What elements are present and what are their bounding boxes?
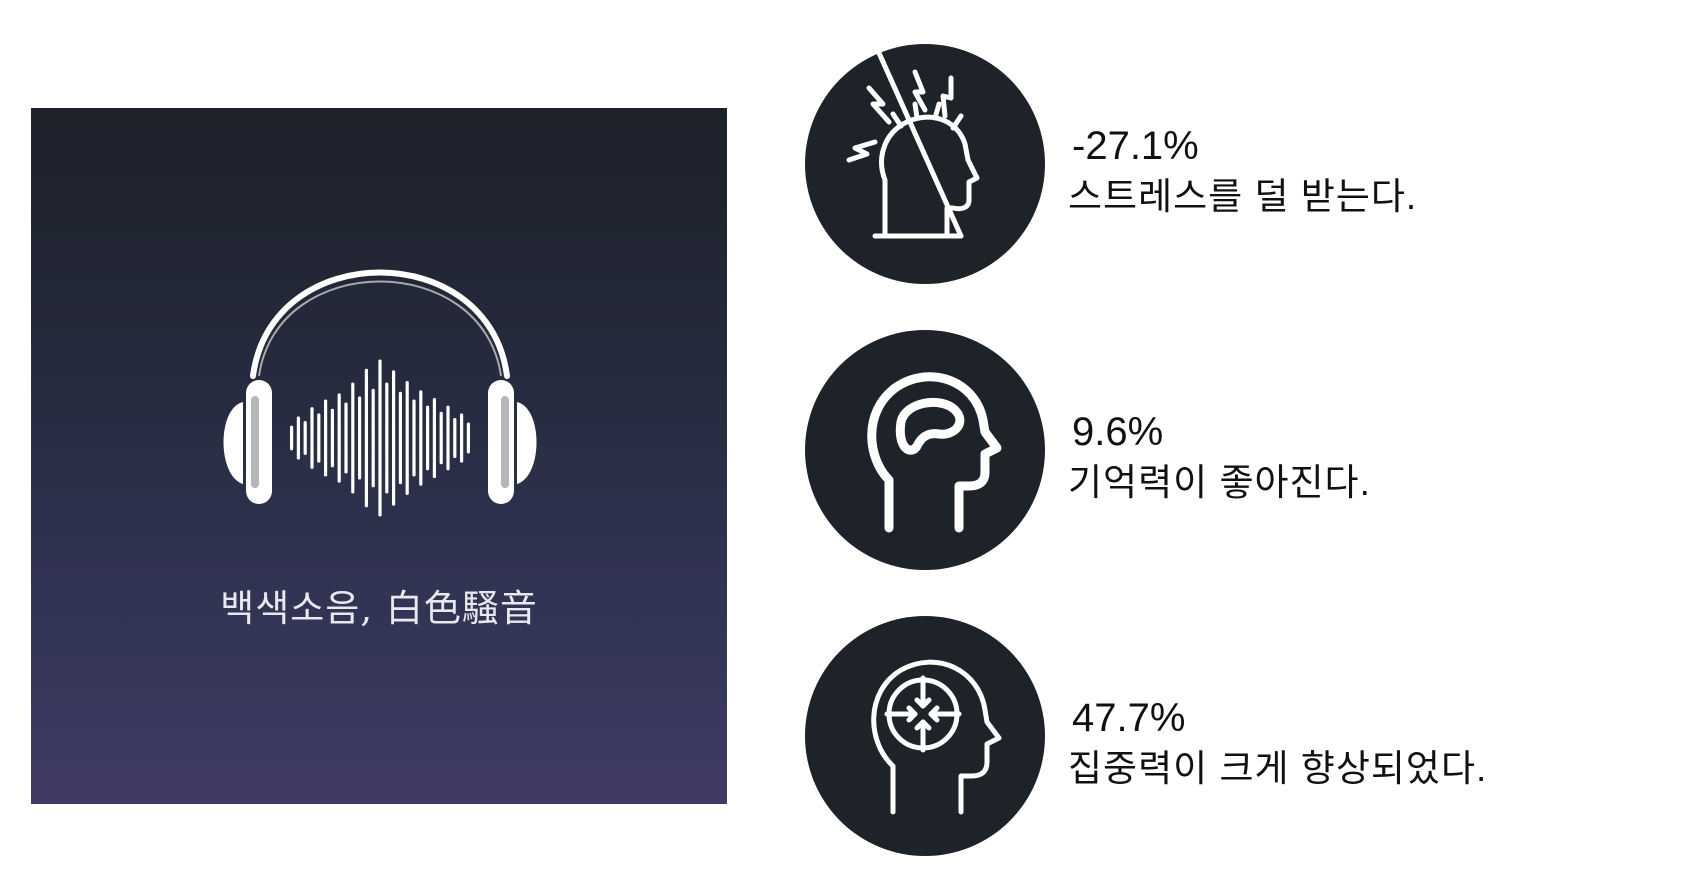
headphones-soundwave-icon xyxy=(223,269,537,517)
focus-head-icon xyxy=(871,659,1002,815)
white-noise-poster: 백색소음, 白色騷音 xyxy=(31,108,727,804)
stat-description: 기억력이 좋아진다. xyxy=(1068,462,1371,503)
stat-description: 집중력이 크게 향상되었다. xyxy=(1068,748,1488,789)
stat-memory: 9.6% 기억력이 좋아진다. xyxy=(805,330,1665,570)
stat-focus: 47.7% 집중력이 크게 향상되었다. xyxy=(805,616,1665,856)
stat-value: 9.6% xyxy=(1072,410,1164,454)
stat-description: 스트레스를 덜 받는다. xyxy=(1068,176,1418,217)
stat-icon-circle xyxy=(805,616,1045,856)
stat-icon-circle xyxy=(805,44,1045,284)
stat-value: 47.7% xyxy=(1072,696,1186,740)
stat-icon-circle xyxy=(805,330,1045,570)
stat-value: -27.1% xyxy=(1072,124,1199,168)
brain-head-icon xyxy=(867,372,1002,533)
stressed-head-icon xyxy=(846,44,980,239)
poster-caption: 백색소음, 白色騷音 xyxy=(220,587,538,630)
stat-stress: -27.1% 스트레스를 덜 받는다. xyxy=(805,44,1665,284)
